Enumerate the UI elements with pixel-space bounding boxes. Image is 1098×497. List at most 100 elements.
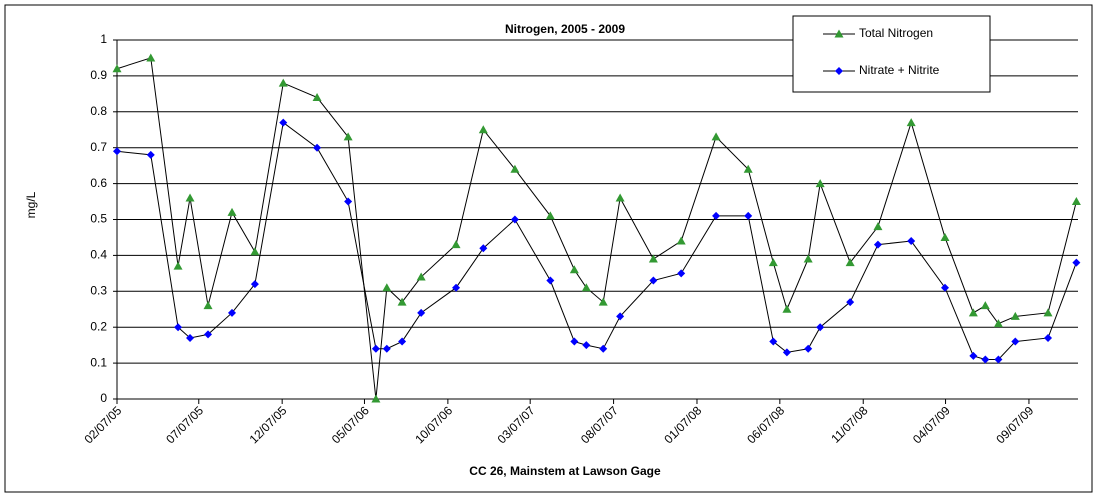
marker xyxy=(185,193,195,202)
marker xyxy=(344,197,353,206)
series-line xyxy=(116,121,1077,361)
marker xyxy=(873,240,882,249)
y-tick-label: 0.7 xyxy=(90,140,107,154)
marker xyxy=(940,232,950,241)
marker xyxy=(599,344,608,353)
marker xyxy=(510,164,520,173)
marker xyxy=(204,330,213,339)
marker xyxy=(940,283,949,292)
marker xyxy=(994,355,1003,364)
marker xyxy=(570,337,579,346)
marker xyxy=(768,258,778,267)
marker xyxy=(782,348,791,357)
y-tick-label: 0 xyxy=(100,391,107,405)
marker xyxy=(615,193,625,202)
marker xyxy=(1043,308,1053,317)
y-tick-label: 0.6 xyxy=(90,176,107,190)
marker xyxy=(382,344,391,353)
marker xyxy=(712,211,721,220)
marker xyxy=(174,323,183,332)
marker xyxy=(569,265,579,274)
marker xyxy=(743,164,753,173)
marker xyxy=(968,308,978,317)
marker xyxy=(803,254,813,263)
marker xyxy=(616,312,625,321)
marker xyxy=(416,272,426,281)
marker xyxy=(782,304,792,313)
marker xyxy=(186,333,195,342)
marker xyxy=(907,237,916,246)
legend-label: Total Nitrogen xyxy=(859,26,933,40)
marker xyxy=(980,301,990,310)
marker xyxy=(371,394,381,403)
legend-marker xyxy=(834,29,844,38)
marker xyxy=(479,244,488,253)
marker xyxy=(815,179,825,188)
marker xyxy=(873,222,883,231)
y-tick-label: 0.3 xyxy=(90,283,107,297)
marker xyxy=(146,150,155,159)
y-tick-label: 0.5 xyxy=(90,212,107,226)
marker xyxy=(478,125,488,134)
y-tick-label: 0.2 xyxy=(90,319,107,333)
marker xyxy=(546,276,555,285)
marker xyxy=(312,92,322,101)
marker xyxy=(981,355,990,364)
marker xyxy=(545,211,555,220)
marker xyxy=(451,240,461,249)
marker xyxy=(1071,197,1081,206)
marker xyxy=(676,236,686,245)
marker xyxy=(510,215,519,224)
y-tick-label: 0.9 xyxy=(90,68,107,82)
marker xyxy=(816,323,825,332)
marker xyxy=(582,341,591,350)
legend-label: Nitrate + Nitrite xyxy=(859,63,940,77)
marker xyxy=(581,283,591,292)
y-tick-label: 0.1 xyxy=(90,355,107,369)
marker xyxy=(113,147,121,156)
x-axis-label: CC 26, Mainstem at Lawson Gage xyxy=(469,464,661,478)
marker xyxy=(804,344,813,353)
y-tick-label: 1 xyxy=(100,32,107,46)
marker xyxy=(343,132,353,141)
marker xyxy=(452,283,461,292)
chart-title: Nitrogen, 2005 - 2009 xyxy=(505,22,625,36)
marker xyxy=(649,276,658,285)
y-tick-label: 0.8 xyxy=(90,104,107,118)
marker xyxy=(250,247,260,256)
marker xyxy=(906,118,916,127)
marker xyxy=(398,337,407,346)
marker xyxy=(1072,258,1081,267)
marker xyxy=(203,301,213,310)
marker xyxy=(173,261,183,270)
marker xyxy=(250,280,259,289)
marker xyxy=(846,298,855,307)
marker xyxy=(382,283,392,292)
marker xyxy=(278,78,288,87)
y-tick-label: 0.4 xyxy=(90,248,107,262)
marker xyxy=(1044,333,1053,342)
marker xyxy=(1010,311,1020,320)
marker xyxy=(1011,337,1020,346)
y-axis-label: mg/L xyxy=(24,191,38,218)
marker xyxy=(598,297,608,306)
legend-box xyxy=(792,15,991,93)
marker xyxy=(227,207,237,216)
marker xyxy=(112,64,122,73)
marker xyxy=(371,344,380,353)
legend-marker xyxy=(835,67,843,75)
marker xyxy=(648,254,658,263)
marker xyxy=(397,297,407,306)
marker xyxy=(279,118,288,127)
marker xyxy=(417,308,426,317)
marker xyxy=(993,319,1003,328)
marker xyxy=(769,337,778,346)
marker xyxy=(845,258,855,267)
marker xyxy=(313,143,322,152)
marker xyxy=(146,53,156,62)
marker xyxy=(228,308,237,317)
marker xyxy=(711,132,721,141)
series-line xyxy=(116,57,1077,400)
